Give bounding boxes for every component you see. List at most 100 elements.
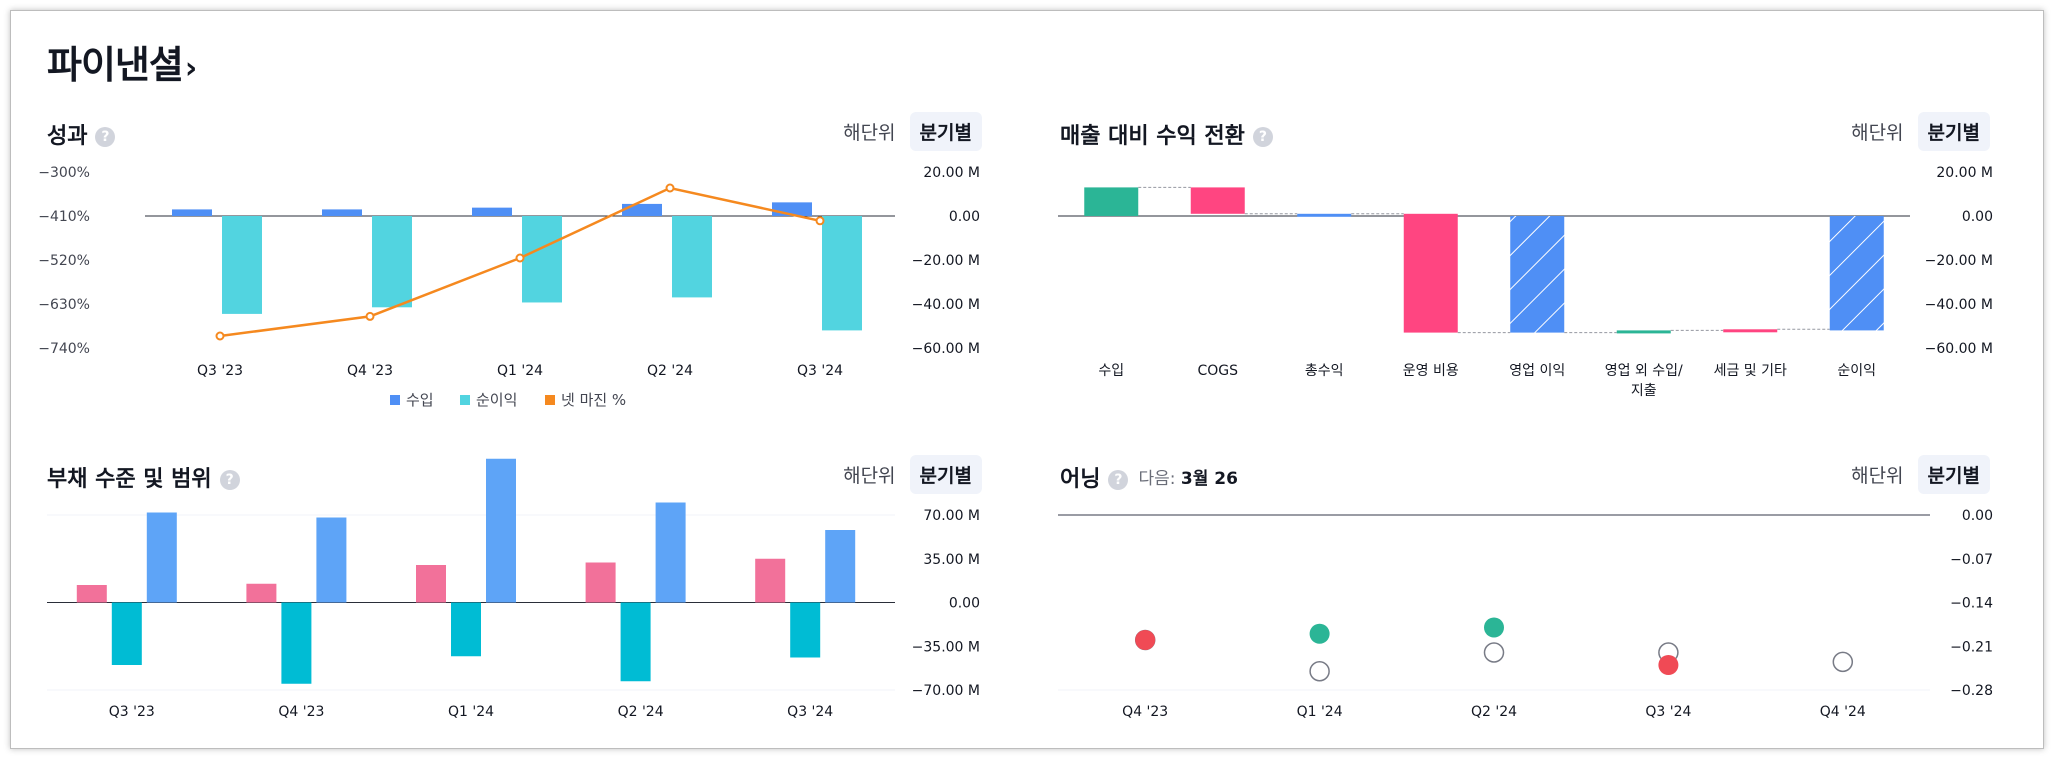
x-tick-label: Q1 '24 (497, 363, 543, 379)
left-tick-label: −740% (38, 341, 90, 357)
cash-bar (655, 502, 686, 603)
revenue-bar (622, 203, 662, 216)
net-margin-point (815, 216, 825, 226)
waterfall-bar (1084, 187, 1139, 216)
free-cash-flow-bar (111, 602, 142, 665)
right-tick-label: −0.07 (1950, 552, 1993, 568)
x-tick-label: Q3 '23 (197, 363, 243, 379)
x-tick-label: Q4 '23 (278, 704, 324, 720)
debt-bar (585, 562, 616, 603)
waterfall-header: 매출 대비 수익 전환? 해단위 분기별 (1060, 112, 1990, 151)
x-tick-label: Q3 '24 (787, 704, 833, 720)
x-tick-label: 세금 및 기타 (1714, 363, 1787, 379)
left-tick-label: −520% (38, 253, 90, 269)
x-tick-label: Q1 '24 (448, 704, 494, 720)
x-tick-label: Q2 '24 (618, 704, 664, 720)
x-tick-label: Q1 '24 (1297, 704, 1343, 720)
waterfall-bar (1403, 213, 1458, 333)
waterfall-bar (1829, 216, 1884, 331)
free-cash-flow-bar (281, 602, 312, 684)
x-tick-label: COGS (1197, 363, 1238, 379)
x-tick-label: 수입 (1098, 363, 1124, 379)
legend-swatch (460, 395, 470, 405)
left-tick-label: −630% (38, 297, 90, 313)
debt-bar (246, 583, 277, 603)
right-tick-label: −20.00 M (912, 253, 980, 269)
x-tick-label: Q4 '23 (1122, 704, 1168, 720)
free-cash-flow-bar (451, 602, 481, 657)
legend-label: 넷 마진 % (561, 391, 626, 409)
x-tick-label: 영업 외 수입/ (1605, 363, 1683, 379)
x-tick-label: Q3 '23 (109, 704, 155, 720)
estimate-point (1483, 642, 1505, 663)
help-icon[interactable]: ? (219, 470, 240, 490)
revenue-bar (472, 207, 512, 216)
right-tick-label: −20.00 M (1925, 253, 1993, 269)
left-tick-label: −410% (38, 209, 90, 225)
right-tick-label: 0.00 (1962, 209, 1993, 225)
debt-bar (416, 565, 446, 603)
financials-card (10, 10, 2044, 749)
net-income-bar (222, 216, 262, 314)
earnings-header: 어닝? 다음: 3월 26 해단위 분기별 (1060, 455, 1990, 494)
x-tick-label: 총수익 (1305, 363, 1344, 379)
quarterly-toggle[interactable]: 분기별 (909, 455, 982, 494)
net-margin-point (665, 183, 675, 193)
annual-toggle[interactable]: 해단위 (843, 122, 896, 144)
debt-title: 부채 수준 및 범위 (47, 467, 212, 492)
right-tick-label: −60.00 M (912, 341, 980, 357)
x-tick-label: Q2 '24 (1471, 704, 1517, 720)
waterfall-bar (1190, 187, 1245, 214)
help-icon[interactable]: ? (1252, 127, 1273, 147)
cash-bar (316, 517, 347, 603)
right-tick-label: 20.00 M (1936, 165, 1993, 181)
waterfall-bar (1723, 329, 1778, 333)
annual-toggle[interactable]: 해단위 (1851, 122, 1904, 144)
right-tick-label: 0.00 (949, 209, 980, 225)
right-tick-label: 0.00 (1962, 508, 1993, 524)
net-margin-point (515, 253, 525, 263)
annual-toggle[interactable]: 해단위 (1851, 465, 1904, 487)
x-tick-label: Q4 '24 (1820, 704, 1866, 720)
x-tick-label: Q4 '23 (347, 363, 393, 379)
x-tick-label: 영업 이익 (1509, 363, 1565, 379)
performance-header: 성과? 해단위 분기별 (47, 112, 982, 151)
performance-title: 성과 (47, 124, 88, 149)
waterfall-bar (1297, 213, 1352, 217)
actual-point (1484, 617, 1504, 638)
x-tick-label: Q3 '24 (797, 363, 843, 379)
page-title[interactable]: 파이낸셜› (47, 43, 197, 87)
revenue-bar (322, 209, 362, 216)
chevron-right-icon: › (184, 51, 197, 86)
net-margin-point (215, 331, 225, 341)
cash-bar (486, 458, 516, 603)
earnings-title: 어닝 (1060, 467, 1101, 492)
cash-bar (825, 530, 856, 603)
quarterly-toggle[interactable]: 분기별 (909, 112, 982, 151)
waterfall-title: 매출 대비 수익 전환 (1060, 124, 1245, 149)
right-tick-label: 0.00 (949, 596, 980, 612)
next-date: 3월 26 (1180, 469, 1238, 489)
legend-label: 순이익 (476, 391, 517, 409)
quarterly-toggle[interactable]: 분기별 (1917, 112, 1990, 151)
debt-bar (755, 558, 786, 603)
annual-toggle[interactable]: 해단위 (843, 465, 896, 487)
waterfall-bar (1616, 330, 1671, 334)
actual-point (1309, 623, 1330, 644)
right-tick-label: 70.00 M (923, 508, 980, 524)
quarterly-toggle[interactable]: 분기별 (1917, 455, 1990, 494)
cash-bar (146, 512, 177, 603)
free-cash-flow-bar (790, 602, 821, 658)
help-icon[interactable]: ? (1108, 470, 1129, 490)
right-tick-label: −0.21 (1950, 639, 1993, 655)
right-tick-label: −70.00 M (912, 683, 980, 699)
help-icon[interactable]: ? (95, 127, 116, 147)
right-tick-label: −40.00 M (912, 297, 980, 313)
waterfall-bar (1510, 216, 1565, 333)
left-tick-label: −300% (38, 165, 90, 181)
legend-swatch (545, 395, 555, 405)
free-cash-flow-bar (620, 602, 651, 682)
right-tick-label: −0.14 (1950, 596, 1993, 612)
right-tick-label: 20.00 M (923, 165, 980, 181)
